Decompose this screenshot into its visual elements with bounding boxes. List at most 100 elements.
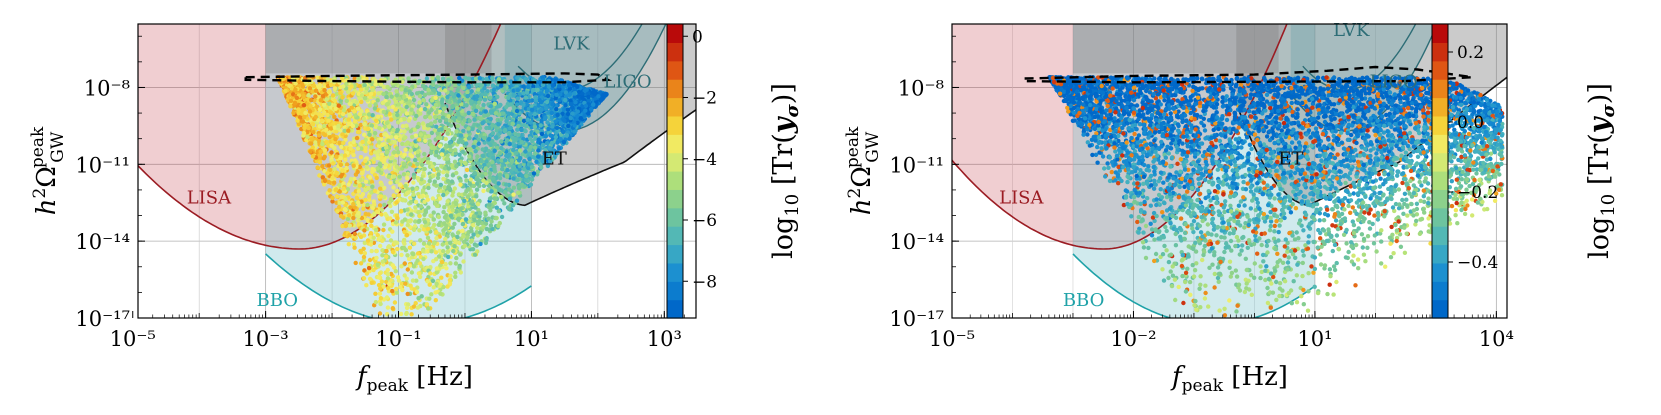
data-point [400,287,405,293]
data-point [309,97,314,103]
data-point [390,229,395,234]
data-point [428,265,433,270]
data-point [352,231,358,237]
data-point [324,127,329,133]
data-point [495,94,500,100]
data-point [355,129,361,135]
data-point [347,223,352,228]
data-point [317,112,322,117]
data-point [468,99,474,104]
data-point [364,86,369,92]
data-point [413,157,418,163]
data-point [443,143,449,148]
data-point [379,207,385,213]
data-point [457,240,462,246]
data-point [378,194,384,199]
data-point [490,160,495,165]
data-point [497,172,503,177]
data-point [434,84,439,89]
data-point [393,220,399,225]
data-point [390,104,395,110]
data-point [381,109,386,115]
data-point [386,244,392,249]
data-point [450,103,455,109]
data-point [360,192,366,197]
data-point [472,166,477,171]
data-point [431,241,437,246]
data-point [426,87,431,93]
data-point [419,162,425,167]
data-point [308,103,313,109]
data-point [332,86,338,91]
data-point [410,104,416,109]
data-point [322,110,327,115]
data-point [420,121,426,126]
data-point [342,128,347,134]
data-point [546,126,551,132]
data-point [524,173,529,179]
data-point [473,139,478,144]
data-point [502,189,508,195]
data-point [317,107,323,112]
data-point [475,202,481,207]
data-point [393,240,398,245]
data-point [366,265,372,271]
data-point [394,93,400,98]
data-point [475,154,480,159]
data-point [441,284,446,290]
data-point [486,216,491,221]
data-point [337,140,342,146]
data-point [473,108,479,114]
data-point [417,228,422,233]
data-point [464,133,469,138]
data-point [426,91,431,96]
data-point [427,139,432,144]
data-point [361,258,366,263]
data-point [375,114,381,119]
data-point [445,190,450,195]
data-point [418,111,423,116]
data-point [427,178,432,184]
data-point [493,111,499,116]
data-point [305,129,310,135]
data-point [465,235,470,240]
data-point [392,140,397,145]
data-point [367,175,373,180]
data-point [414,289,420,295]
data-point [576,89,582,95]
data-point [506,111,511,116]
data-point [521,118,527,124]
data-point [379,279,385,284]
data-point [330,199,335,204]
data-point [431,173,436,179]
data-point [434,270,439,275]
data-point [353,112,358,118]
data-point [369,179,375,185]
data-point [362,240,367,246]
data-point [352,109,357,114]
data-point [455,124,460,129]
data-point [357,183,362,188]
data-point [556,146,562,151]
data-point [345,89,351,95]
data-point [553,119,558,124]
data-point [431,285,436,290]
data-point [472,117,477,122]
data-point [555,140,560,145]
data-point [496,122,501,127]
data-point [394,164,399,169]
data-point [516,123,521,129]
data-point [457,116,462,121]
data-point [454,170,459,176]
data-point [331,133,336,138]
data-point [478,116,484,121]
data-point [425,244,430,249]
data-point [485,188,491,193]
data-point [523,129,528,134]
data-point [381,284,386,289]
data-point [365,238,371,243]
data-point [345,216,351,222]
data-point [437,248,442,254]
data-point [342,207,348,212]
data-point [488,95,493,101]
